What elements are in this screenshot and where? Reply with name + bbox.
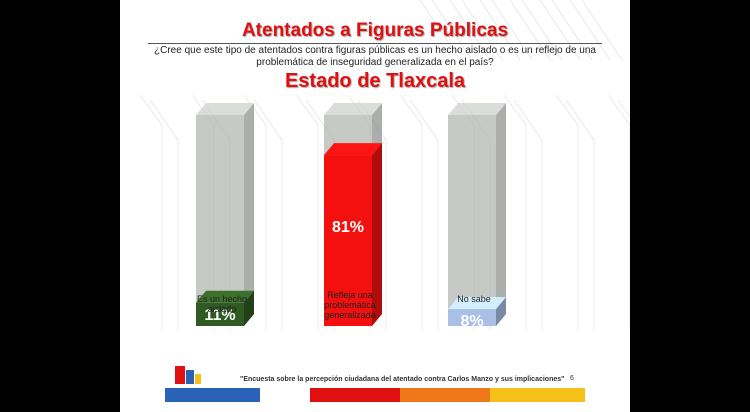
logo-icon	[175, 366, 201, 384]
bar-value-top	[448, 297, 506, 310]
background-line	[139, 94, 179, 330]
bar-value-side	[496, 297, 506, 326]
bar-background-side	[244, 103, 254, 326]
footer-band-blue	[165, 388, 260, 402]
background-line	[503, 94, 543, 330]
chart-title: Atentados a Figuras Públicas	[241, 20, 509, 41]
footer-band-yellow	[490, 388, 585, 402]
bar-value-side	[372, 143, 382, 326]
background-line	[509, 0, 563, 61]
bar-value-front	[324, 155, 372, 326]
bar-value-label: 8%	[460, 313, 483, 330]
bar-value-front	[196, 302, 244, 326]
bar-value-top	[196, 290, 254, 303]
footer-caption: "Encuesta sobre la percepción ciudadana …	[240, 376, 565, 383]
footer-band-red	[310, 388, 400, 402]
bar-background-top	[196, 103, 254, 115]
bar-value-label: 11%	[204, 307, 235, 324]
bar-value-side	[244, 290, 254, 326]
background-line	[399, 94, 439, 330]
background-line	[479, 0, 533, 61]
bar-3: 8% No sabe	[448, 103, 506, 330]
chart-subtitle: Estado de Tlaxcala	[284, 70, 466, 92]
bar-value-top	[324, 143, 382, 156]
footer: "Encuesta sobre la percepción ciudadana …	[120, 360, 630, 412]
bar-category-label: problemática	[324, 300, 376, 310]
bar-category-label: aislado	[208, 304, 237, 314]
slide-canvas: Atentados a Figuras Públicas ¿Cree que e…	[120, 0, 630, 412]
page-number: 6	[570, 375, 574, 382]
survey-question: ¿Cree que este tipo de atentados contra …	[154, 45, 596, 68]
bar-category-label: No sabe	[457, 294, 491, 304]
bar-background-top	[448, 103, 506, 115]
bar-background-column	[448, 103, 506, 326]
bar-background-front	[448, 115, 496, 326]
bar-value-label: 81%	[332, 219, 364, 236]
bar-category-label: generalizada	[324, 310, 376, 320]
bar-value-front	[448, 309, 496, 326]
title-rule	[148, 43, 602, 44]
footer-band-orange	[400, 388, 490, 402]
bar-category-label: Es un hecho	[197, 294, 247, 304]
bar-background-side	[496, 103, 506, 326]
background-line	[607, 94, 630, 330]
bar-background-top	[324, 103, 382, 115]
background-line	[539, 0, 593, 61]
bar-category-label: Refleja una	[327, 290, 373, 300]
background-line	[419, 0, 473, 61]
footer-graphic	[165, 366, 585, 402]
background-line	[449, 0, 503, 61]
background-line	[555, 94, 595, 330]
background-line	[569, 0, 623, 61]
